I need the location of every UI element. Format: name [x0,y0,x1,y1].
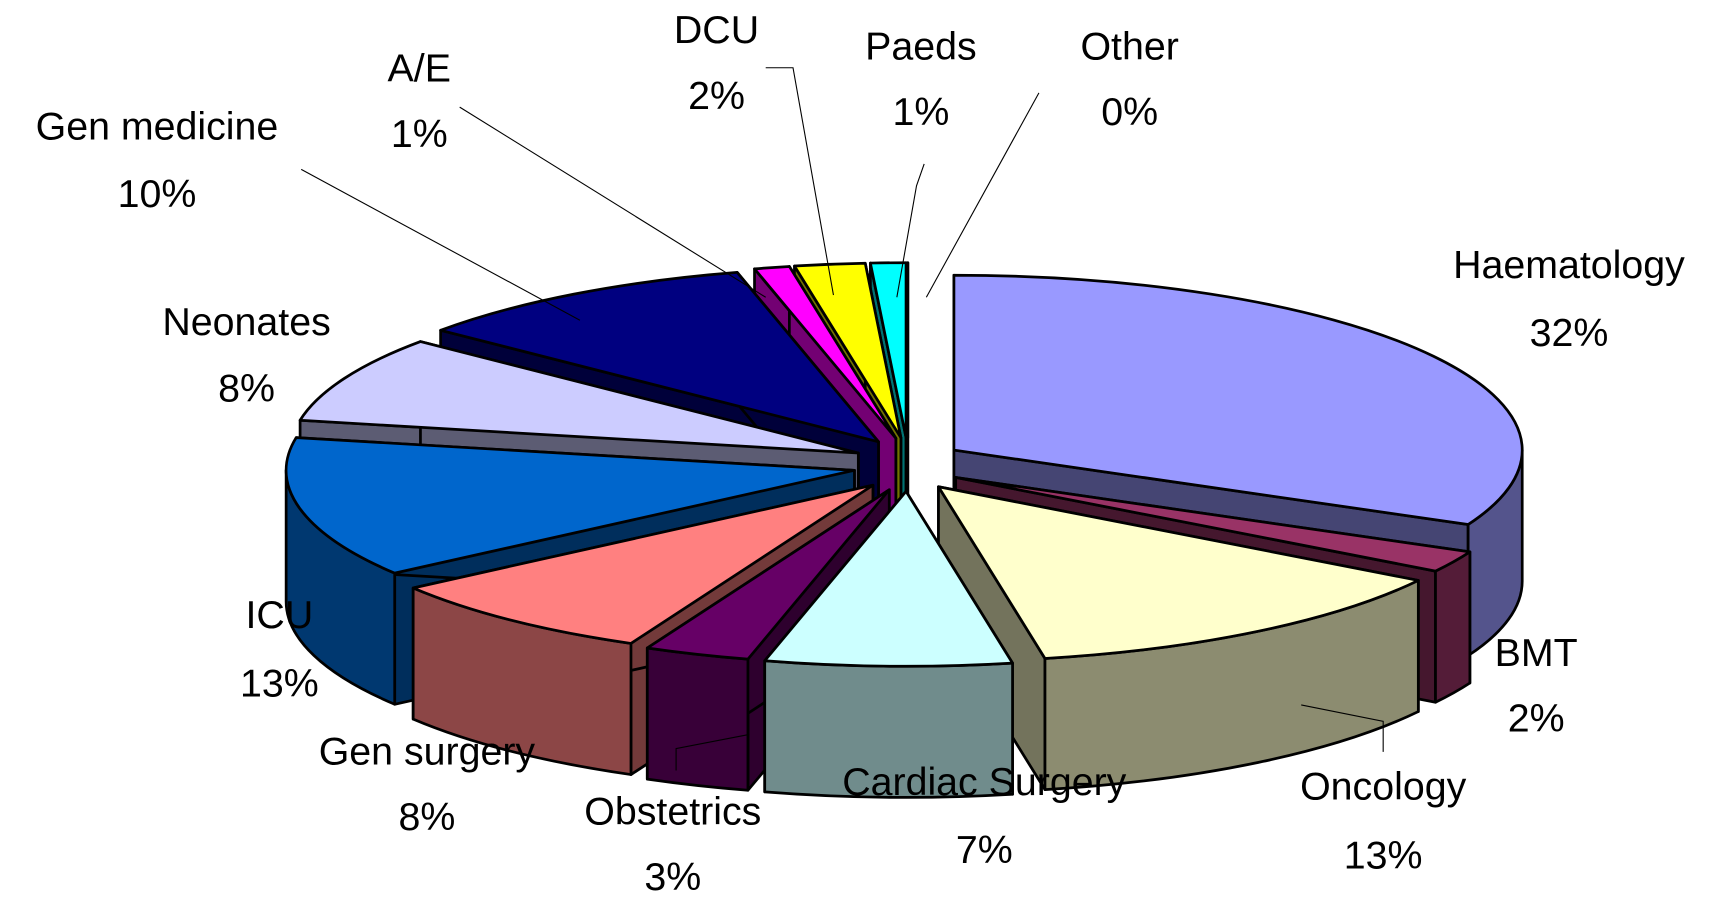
slice-label: Paeds [865,25,977,69]
leader-line [925,92,1040,298]
slice-label: Oncology [1300,764,1466,808]
slice-label: Neonates [162,300,330,344]
value-label: 0% [1101,90,1158,134]
leader-line [1301,704,1384,752]
slice-top [298,340,860,455]
slice-top [954,476,1472,573]
slice-top [439,271,880,444]
value-label: 1% [892,90,949,134]
leader-line [675,733,750,771]
value-label: 13% [240,662,319,706]
slice-top [869,261,908,439]
slice [937,485,1420,791]
slice-top [645,488,891,661]
value-label: 2% [688,74,745,118]
slice-label: Obstetrics [584,790,761,834]
value-label: 10% [118,172,197,216]
value-label: 2% [1508,697,1565,741]
slice-label: Gen surgery [319,729,536,773]
slice-side [645,646,750,792]
slice-top [937,485,1420,660]
slice-top [411,483,875,645]
slice-side [1434,550,1472,704]
leader-line [300,168,581,321]
slice-label: ICU [245,593,313,637]
value-label: 3% [644,855,701,899]
slice-top [793,261,903,440]
value-label: 8% [218,367,275,411]
value-label: 7% [956,828,1013,872]
slice-top [763,489,1014,668]
slice-label: Haematology [1453,243,1685,287]
slice-label: Cardiac Surgery [842,760,1126,804]
value-label: 32% [1530,311,1609,355]
leader-line [459,106,766,298]
slice-top [952,273,1524,526]
slice [763,489,1014,799]
slice-label: A/E [388,46,451,90]
slice-top [284,436,856,575]
slice-label: BMT [1495,631,1578,675]
value-label: 1% [391,112,448,156]
value-label: 8% [398,795,455,839]
value-label: 13% [1344,833,1423,877]
leader-line [765,67,834,296]
slice-label: Gen medicine [36,104,279,148]
leader-line [896,163,925,298]
slice-label: DCU [674,8,759,52]
slice-top [753,265,898,440]
slice-label: Other [1080,25,1178,69]
